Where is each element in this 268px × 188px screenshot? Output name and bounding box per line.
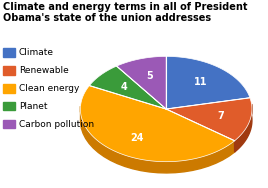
Bar [3, 48, 15, 57]
Text: Climate and energy terms in all of President
Obama's state of the union addresse: Climate and energy terms in all of Presi… [3, 2, 247, 24]
Text: 4: 4 [120, 82, 127, 92]
Text: Planet: Planet [19, 102, 47, 111]
Text: 24: 24 [130, 133, 144, 143]
Text: Renewable: Renewable [19, 66, 69, 75]
Text: 7: 7 [217, 111, 224, 121]
Text: Clean energy: Clean energy [19, 84, 79, 93]
Polygon shape [80, 86, 234, 162]
Text: Carbon pollution: Carbon pollution [19, 120, 94, 129]
Polygon shape [166, 56, 250, 109]
Polygon shape [80, 106, 234, 173]
Text: 11: 11 [194, 77, 208, 87]
Bar [3, 66, 15, 75]
Polygon shape [90, 66, 166, 109]
Text: Climate: Climate [19, 48, 54, 57]
Polygon shape [117, 56, 166, 109]
Text: 5: 5 [146, 71, 153, 81]
Bar [3, 84, 15, 92]
Polygon shape [166, 98, 252, 141]
Bar [3, 120, 15, 128]
Polygon shape [234, 104, 252, 152]
Bar [3, 102, 15, 111]
